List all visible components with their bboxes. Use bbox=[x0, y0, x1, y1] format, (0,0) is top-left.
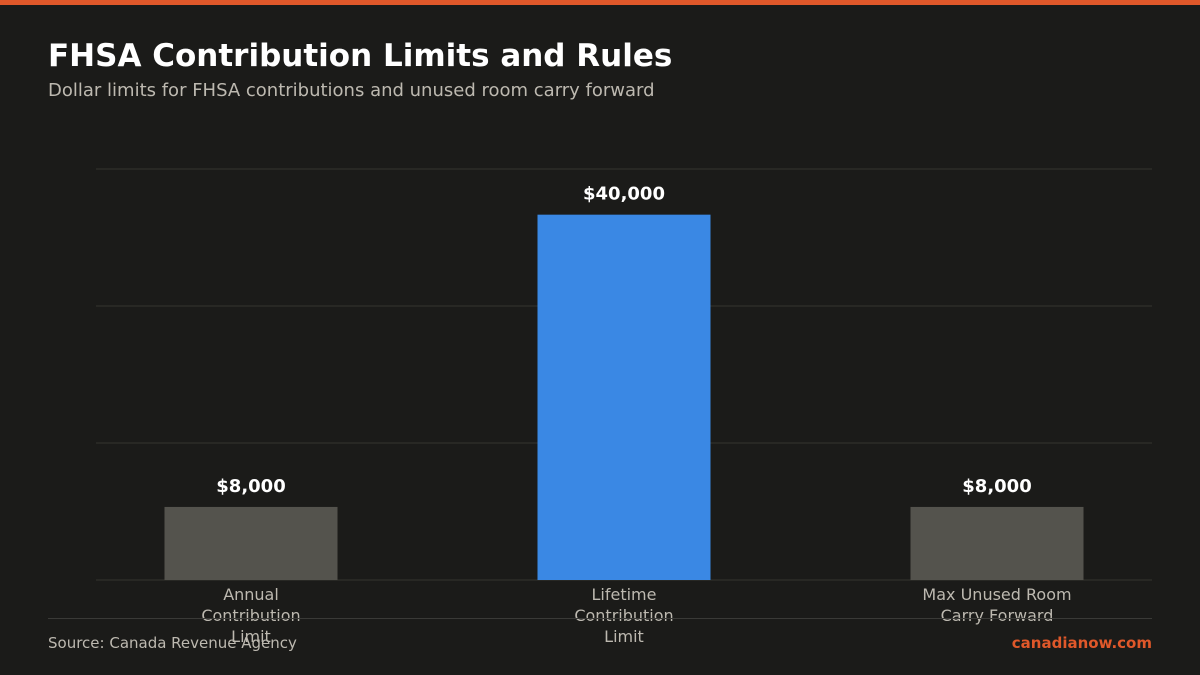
category-label-line: Lifetime bbox=[592, 585, 657, 604]
value-label: $8,000 bbox=[216, 476, 285, 497]
category-label: Annual Contribution Limit bbox=[201, 585, 300, 646]
category-label-line: Limit bbox=[604, 627, 644, 646]
value-labels: $8,000 $40,000 $8,000 bbox=[216, 184, 1031, 497]
category-label-line: Annual bbox=[223, 585, 279, 604]
category-label: Max Unused Room Carry Forward bbox=[922, 585, 1071, 625]
category-label-line: Carry Forward bbox=[941, 606, 1054, 625]
category-label-line: Limit bbox=[231, 627, 271, 646]
bar bbox=[537, 214, 711, 580]
category-labels: Annual Contribution Limit Lifetime Contribut… bbox=[201, 585, 1071, 646]
accent-bar bbox=[0, 0, 1200, 5]
source-note: Source: Canada Revenue Agency bbox=[48, 634, 297, 652]
value-label: $40,000 bbox=[583, 184, 665, 205]
chart-subtitle: Dollar limits for FHSA contributions and… bbox=[48, 80, 655, 101]
category-label-line: Contribution bbox=[574, 606, 673, 625]
footer-divider bbox=[48, 618, 1152, 619]
category-label-line: Max Unused Room bbox=[922, 585, 1071, 604]
category-label: Lifetime Contribution Limit bbox=[574, 585, 673, 646]
chart-title: FHSA Contribution Limits and Rules bbox=[48, 38, 673, 74]
bars bbox=[164, 214, 1084, 580]
value-label: $8,000 bbox=[962, 476, 1031, 497]
category-label-line: Contribution bbox=[201, 606, 300, 625]
brand-link[interactable]: canadianow.com bbox=[1011, 634, 1152, 652]
bar bbox=[910, 506, 1084, 580]
bar bbox=[164, 506, 338, 580]
